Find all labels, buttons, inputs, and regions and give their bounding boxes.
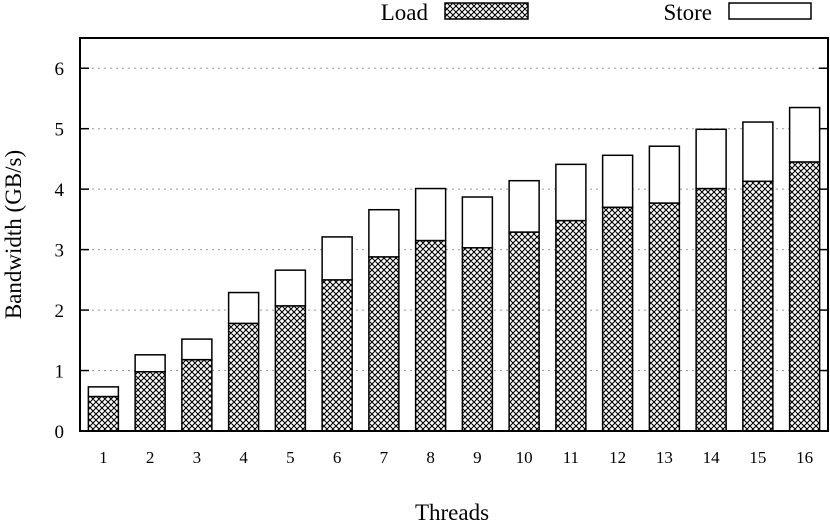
bar-load [461,247,494,432]
bar-load [695,187,727,432]
legend-label-load: Load [381,0,429,25]
legend-swatch-store [728,2,812,20]
x-tick-label: 14 [703,448,721,467]
bar-store [555,163,587,222]
x-tick-label: 5 [286,448,295,467]
x-tick-label: 3 [193,448,202,467]
bar-store [181,338,213,361]
legend-label-store: Store [663,0,712,25]
x-tick-label: 1 [99,448,108,467]
x-tick-label: 15 [749,448,766,467]
bar-store [274,269,307,307]
y-tick-label: 1 [55,362,65,383]
bar-load [87,395,120,432]
x-tick-label: 13 [656,448,673,467]
x-axis: 1 2 3 4 5 6 7 8 9 10 11 12 13 14 15 16 [99,448,813,467]
y-tick-label: 6 [55,59,65,80]
bar-store [695,128,727,190]
bar-load [134,370,166,432]
plot-frame [79,37,829,432]
x-tick-label: 2 [146,448,155,467]
bar-load [788,161,821,432]
x-tick-label: 11 [563,448,579,467]
bar-load [227,322,260,432]
bar-load [508,231,540,432]
bar-load [601,206,634,432]
bar-load [321,279,353,432]
x-tick-label: 7 [380,448,389,467]
x-tick-label: 6 [333,448,342,467]
bar-store [321,236,353,281]
bar-store [788,106,821,163]
grid-lines [80,67,828,372]
bar-store [368,208,400,258]
bar-load [368,256,400,432]
bar-store [461,196,494,249]
y-tick-label: 5 [55,120,65,141]
y-axis: 0 1 2 3 4 5 6 [55,59,828,443]
y-axis-label: Bandwidth (GB/s) [1,150,26,319]
x-tick-label: 8 [426,448,435,467]
bar-load [181,358,213,432]
bar-load [648,202,681,432]
bar-store [648,145,681,204]
bar-store [742,121,774,183]
legend-swatch-load [444,2,529,20]
bars-group [87,106,821,432]
x-axis-label: Threads [415,500,489,525]
bar-load [414,239,447,432]
bar-load [742,180,774,432]
y-tick-label: 3 [55,241,65,262]
bar-store [134,354,166,373]
bar-store [87,386,120,398]
bar-store [227,291,260,325]
x-tick-label: 9 [473,448,482,467]
bar-load [274,305,307,432]
y-tick-label: 4 [55,180,65,201]
x-tick-label: 12 [609,448,626,467]
y-tick-label: 2 [55,301,65,322]
x-tick-label: 16 [796,448,813,467]
x-tick-label: 4 [239,448,248,467]
y-tick-label: 0 [55,422,65,443]
bar-store [601,154,634,209]
bar-load [555,219,587,432]
bar-store [414,187,447,242]
x-tick-label: 10 [516,448,533,467]
bar-store [508,179,540,233]
legend: Load Store [381,0,812,25]
